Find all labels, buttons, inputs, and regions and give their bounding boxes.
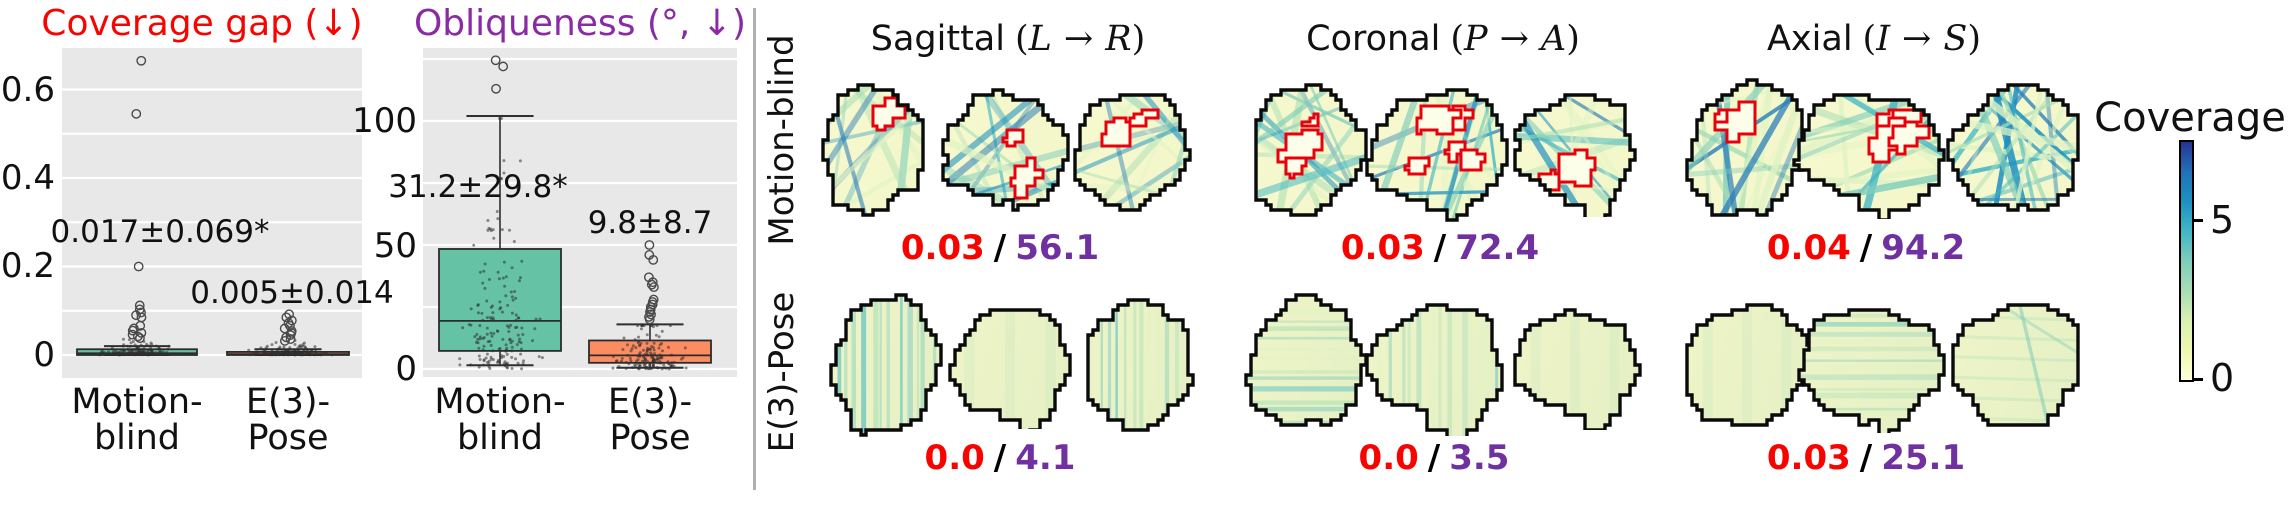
colorbar-title: Coverage (2094, 95, 2286, 141)
brain-slice (1951, 303, 2080, 427)
brain-slice (821, 83, 925, 217)
xtick-e3-pose: E(3)- Pose (245, 382, 331, 458)
obliqueness-title: Obliqueness (°, ↓) (413, 3, 747, 44)
col-header-sagittal: Sagittal (L → R) (870, 19, 1146, 59)
metrics-axial-e3-pose: 0.03/25.1 (1766, 438, 1966, 478)
col-header-coronal: Coronal (P → A) (1306, 19, 1580, 59)
vertical-divider (753, 8, 756, 490)
ytick: 50 (373, 226, 417, 266)
colorbar-gradient (2179, 140, 2194, 382)
mean-annotation: 0.005±0.014 (190, 275, 394, 311)
metrics-sagittal-e3-pose: 0.0/4.1 (924, 438, 1076, 478)
obliqueness-box-svg (423, 55, 737, 371)
mean-annotation: 0.017±0.069* (50, 214, 270, 250)
colorbar-tickmark (2194, 378, 2203, 381)
coverage-gap-title: Coverage gap (↓) (41, 3, 363, 44)
brain-slice (1513, 93, 1637, 217)
coverage-gap-plot (62, 48, 362, 378)
brain-slice (1946, 83, 2080, 212)
row-label-e3-pose: E(3)-Pose (762, 291, 802, 453)
ytick: 0.2 (0, 246, 55, 286)
colorbar-tickmark (2194, 219, 2203, 222)
metrics-coronal-e3-pose: 0.0/3.5 (1358, 438, 1510, 478)
ytick: 0 (33, 335, 55, 375)
coverage-gap-box-svg (62, 55, 362, 357)
brain-slice (1365, 88, 1509, 222)
xtick-motion-blind: Motion- blind (434, 382, 566, 458)
brain-slice (1685, 303, 1814, 427)
brain-slice (829, 293, 943, 437)
brain-slice (1513, 308, 1642, 430)
brain-slice (1685, 78, 1809, 217)
xtick-motion-blind: Motion- blind (71, 382, 203, 458)
ytick: 100 (352, 101, 417, 141)
ytick: 0.6 (0, 70, 55, 110)
brain-slice (1797, 308, 1946, 433)
metrics-coronal-motion-blind: 0.03/72.4 (1340, 228, 1540, 268)
metrics-axial-motion-blind: 0.04/94.2 (1766, 228, 1966, 268)
brain-slice (1365, 303, 1504, 436)
brain-slice (941, 88, 1070, 212)
metrics-sagittal-motion-blind: 0.03/56.1 (900, 228, 1100, 268)
col-header-axial: Axial (I → S) (1766, 19, 1982, 59)
xtick-e3-pose: E(3)- Pose (607, 382, 693, 458)
brain-slice (1254, 83, 1368, 217)
brain-slice (1792, 93, 1946, 219)
ytick: 0 (395, 349, 417, 389)
mean-annotation: 9.8±8.7 (587, 205, 713, 241)
ytick: 0.4 (0, 158, 55, 198)
mean-annotation: 31.2±29.8* (388, 169, 568, 205)
brain-slice (948, 308, 1072, 429)
brain-slice (1086, 298, 1195, 432)
colorbar-tick: 5 (2210, 198, 2235, 242)
brain-slice (1244, 293, 1368, 427)
obliqueness-plot (423, 48, 737, 377)
brain-slice (1073, 93, 1192, 212)
colorbar-tick: 0 (2210, 356, 2235, 400)
